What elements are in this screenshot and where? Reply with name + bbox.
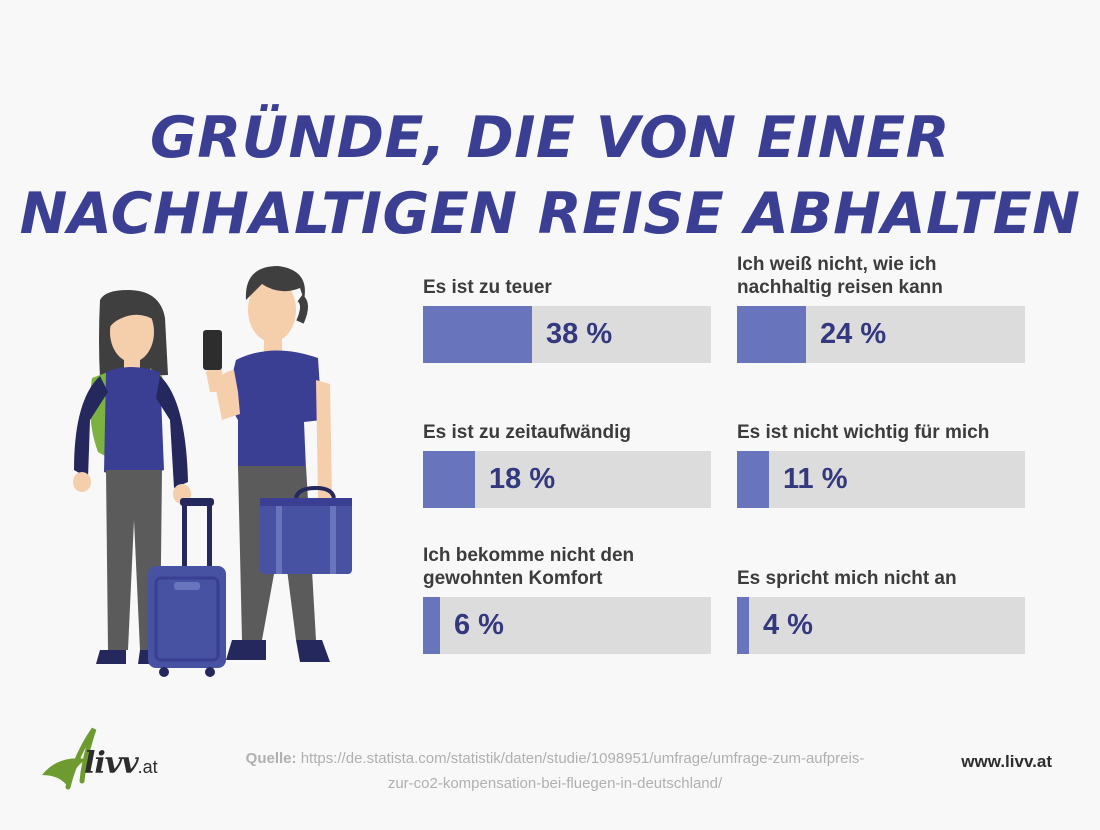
bar-label-line: Es spricht mich nicht an bbox=[737, 568, 957, 589]
logo-wordmark: livv.at bbox=[84, 746, 158, 785]
bar-label-2: Ich weiß nicht, wie ich nachhaltig reise… bbox=[737, 253, 1037, 299]
bar-fill-4 bbox=[737, 451, 769, 508]
bar-value-2: 24 % bbox=[820, 318, 887, 350]
bar-item-5: Ich bekomme nicht den gewohnten Komfort … bbox=[423, 545, 711, 654]
bar-value-1: 38 % bbox=[546, 318, 613, 350]
man-figure bbox=[203, 266, 332, 662]
source-url-line-1[interactable]: https://de.statista.com/statistik/daten/… bbox=[300, 750, 865, 767]
bar-track-2: 24 % bbox=[737, 306, 1025, 363]
bar-value-3: 18 % bbox=[489, 463, 556, 495]
bar-track-1: 38 % bbox=[423, 306, 711, 363]
bar-value-4: 11 % bbox=[783, 463, 848, 495]
source-url-line-2[interactable]: zur-co2-kompensation-bei-fluegen-in-deut… bbox=[387, 775, 723, 792]
bar-value-5: 6 % bbox=[454, 609, 504, 641]
bar-label-5: Ich bekomme nicht den gewohnten Komfort bbox=[423, 544, 723, 590]
bar-label-line: Ich bekomme nicht den bbox=[423, 545, 635, 566]
bar-label-line: Ich weiß nicht, wie ich bbox=[737, 254, 937, 275]
bar-label-6: Es spricht mich nicht an bbox=[737, 567, 1037, 590]
bar-label-3: Es ist zu zeitaufwändig bbox=[423, 421, 723, 444]
bar-item-6: Es spricht mich nicht an 4 % bbox=[737, 546, 1025, 654]
bar-label-line: gewohnten Komfort bbox=[423, 568, 603, 589]
source-note: Quelle: https://de.statista.com/statisti… bbox=[195, 746, 915, 796]
bar-track-6: 4 % bbox=[737, 597, 1025, 654]
source-prefix: Quelle: bbox=[245, 750, 297, 767]
website-link[interactable]: www.livv.at bbox=[961, 752, 1052, 771]
bar-label-1: Es ist zu teuer bbox=[423, 276, 723, 299]
title-line-1: GRÜNDE, DIE VON EINER bbox=[149, 105, 950, 172]
bar-item-4: Es ist nicht wichtig für mich 11 % bbox=[737, 400, 1025, 508]
bar-fill-2 bbox=[737, 306, 806, 363]
rolling-suitcase bbox=[148, 498, 226, 677]
bar-fill-5 bbox=[423, 597, 440, 654]
page-title: GRÜNDE, DIE VON EINER NACHHALTIGEN REISE… bbox=[0, 100, 1100, 252]
woman-figure bbox=[73, 290, 191, 664]
bar-label-line: nachhaltig reisen kann bbox=[737, 277, 943, 298]
logo-suffix: .at bbox=[137, 757, 158, 777]
bar-item-2: Ich weiß nicht, wie ich nachhaltig reise… bbox=[737, 254, 1025, 363]
bar-fill-3 bbox=[423, 451, 475, 508]
bar-fill-6 bbox=[737, 597, 749, 654]
bar-item-1: Es ist zu teuer 38 % bbox=[423, 255, 711, 363]
bar-fill-1 bbox=[423, 306, 532, 363]
bar-item-3: Es ist zu zeitaufwändig 18 % bbox=[423, 400, 711, 508]
bar-label-line: Es ist zu zeitaufwändig bbox=[423, 422, 631, 443]
bar-label-line: Es ist zu teuer bbox=[423, 277, 552, 298]
bar-track-3: 18 % bbox=[423, 451, 711, 508]
title-line-2: NACHHALTIGEN REISE ABHALTEN bbox=[19, 181, 1081, 248]
logo-name: livv bbox=[84, 746, 139, 781]
bar-label-4: Es ist nicht wichtig für mich bbox=[737, 421, 1037, 444]
bar-track-4: 11 % bbox=[737, 451, 1025, 508]
briefcase bbox=[260, 485, 352, 574]
livv-logo-leaf-icon bbox=[42, 727, 97, 790]
bar-track-5: 6 % bbox=[423, 597, 711, 654]
bar-value-6: 4 % bbox=[763, 609, 813, 641]
bar-label-line: Es ist nicht wichtig für mich bbox=[737, 422, 990, 443]
